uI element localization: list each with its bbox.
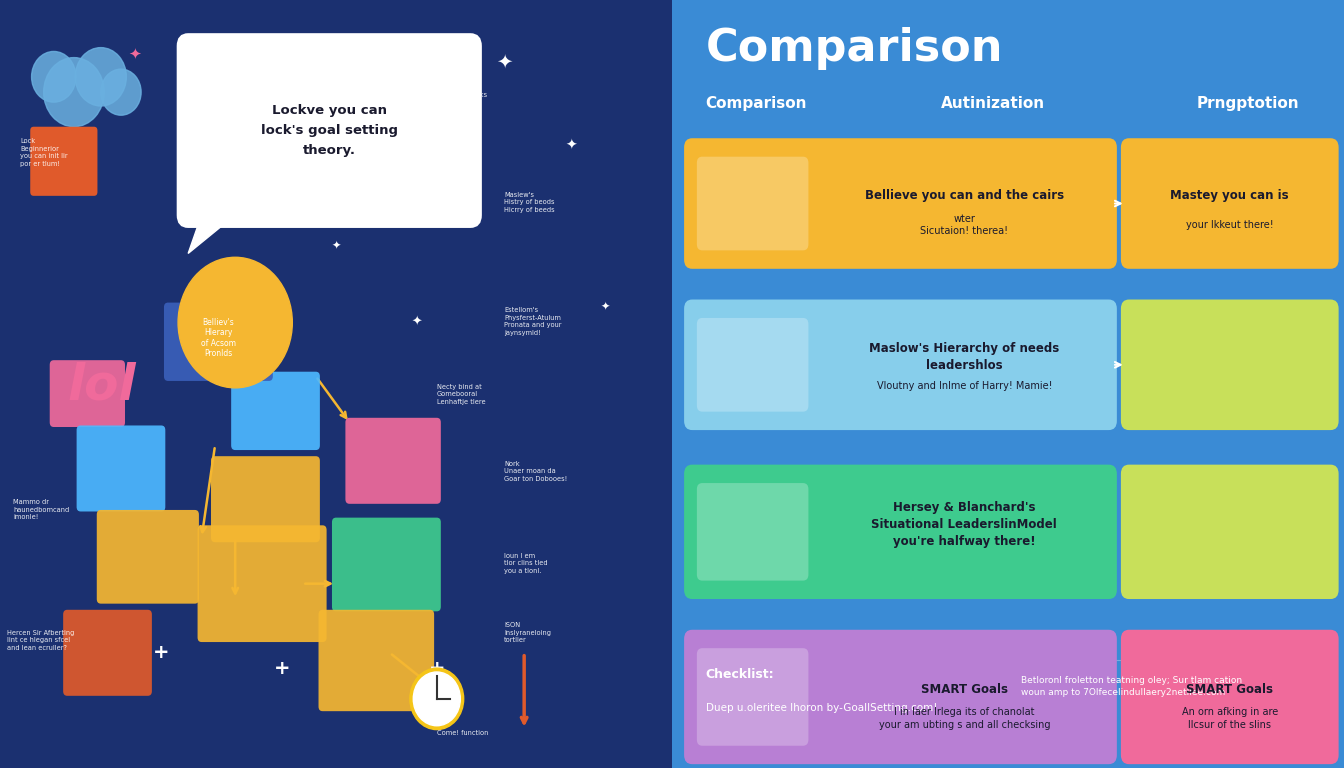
FancyBboxPatch shape xyxy=(696,483,808,581)
FancyBboxPatch shape xyxy=(1121,138,1339,269)
Text: ✦: ✦ xyxy=(601,302,609,313)
Text: Come! function: Come! function xyxy=(437,730,488,736)
Text: Prngptotion: Prngptotion xyxy=(1196,96,1298,111)
Text: Ioun I em
tlor clins tled
you a tlonl.: Ioun I em tlor clins tled you a tlonl. xyxy=(504,553,547,574)
Text: Mastey you can is: Mastey you can is xyxy=(1171,190,1289,202)
FancyBboxPatch shape xyxy=(1121,300,1339,430)
Text: Bellieve you can and the cairs: Bellieve you can and the cairs xyxy=(864,190,1064,202)
Text: Mammo dr
haunedbomcand
imonle!: Mammo dr haunedbomcand imonle! xyxy=(13,499,70,520)
FancyBboxPatch shape xyxy=(50,360,125,427)
Text: Comparison: Comparison xyxy=(706,27,1003,70)
Text: ISON
Inslyraneloing
tortlier: ISON Inslyraneloing tortlier xyxy=(504,622,551,643)
Circle shape xyxy=(414,672,460,726)
Polygon shape xyxy=(188,215,235,253)
Text: ✦: ✦ xyxy=(332,240,340,251)
FancyBboxPatch shape xyxy=(30,127,97,196)
Text: Full
Dom ro are
and fond
cam fngpsocks: Full Dom ro are and fond cam fngpsocks xyxy=(437,69,487,98)
Text: lol: lol xyxy=(67,362,136,409)
Text: I in laer Irlega its of chanolat
your am ubting s and all checksing: I in laer Irlega its of chanolat your am… xyxy=(879,707,1050,730)
Text: +: + xyxy=(429,659,445,677)
Text: ✦: ✦ xyxy=(433,187,441,197)
Text: Maslew's
Histry of beods
Hicrry of beeds: Maslew's Histry of beods Hicrry of beeds xyxy=(504,192,555,213)
FancyBboxPatch shape xyxy=(1121,465,1339,599)
FancyBboxPatch shape xyxy=(164,303,273,381)
Text: Necty bind at
Gomebooral
Lenhaftje tlere: Necty bind at Gomebooral Lenhaftje tlere xyxy=(437,384,485,405)
Text: Lockve you can
lock's goal setting
theory.: Lockve you can lock's goal setting theor… xyxy=(261,104,398,157)
Text: Autinization: Autinization xyxy=(941,96,1044,111)
FancyBboxPatch shape xyxy=(345,418,441,504)
FancyBboxPatch shape xyxy=(684,138,1117,269)
Text: Vloutny and Inlme of Harry! Mamie!: Vloutny and Inlme of Harry! Mamie! xyxy=(876,381,1052,392)
Text: An orn afking in are
llcsur of the slins: An orn afking in are llcsur of the slins xyxy=(1181,707,1278,730)
Text: Betloronl froletton teatning oley; Sur tlam cation
woun amp to 7Olfecelindullaer: Betloronl froletton teatning oley; Sur t… xyxy=(1021,676,1243,697)
FancyBboxPatch shape xyxy=(97,510,199,604)
FancyBboxPatch shape xyxy=(1121,630,1339,764)
Text: ✦: ✦ xyxy=(496,52,512,71)
Circle shape xyxy=(75,48,126,106)
Circle shape xyxy=(410,668,464,730)
Text: +: + xyxy=(153,644,169,662)
Circle shape xyxy=(352,142,387,180)
Text: Lock
Beginnerior
you can init lir
por er tlum!: Lock Beginnerior you can init lir por er… xyxy=(20,138,67,167)
Text: wter
Sicutaion! therea!: wter Sicutaion! therea! xyxy=(921,214,1008,237)
FancyBboxPatch shape xyxy=(696,157,808,250)
FancyBboxPatch shape xyxy=(672,0,1344,768)
Text: SMART Goals: SMART Goals xyxy=(1187,683,1273,696)
Text: ✦: ✦ xyxy=(128,46,141,61)
FancyBboxPatch shape xyxy=(684,465,1117,599)
FancyBboxPatch shape xyxy=(696,318,808,412)
FancyBboxPatch shape xyxy=(177,35,481,227)
Text: Checklist:: Checklist: xyxy=(706,668,774,681)
Circle shape xyxy=(177,257,292,388)
FancyBboxPatch shape xyxy=(231,372,320,450)
FancyBboxPatch shape xyxy=(332,518,441,611)
Text: Belliev's
Hlerary
of Acsom
Pronlds: Belliev's Hlerary of Acsom Pronlds xyxy=(200,318,237,358)
FancyBboxPatch shape xyxy=(684,300,1117,430)
Text: Maslow's Hierarchy of needs
leadershlos: Maslow's Hierarchy of needs leadershlos xyxy=(870,342,1059,372)
Text: Hercen Sir Afberting
lint ce hlegan sfcel
and lean ecruller?: Hercen Sir Afberting lint ce hlegan sfce… xyxy=(7,630,74,650)
Text: Nork
Unaer moan da
Goar ton Dobooes!: Nork Unaer moan da Goar ton Dobooes! xyxy=(504,461,567,482)
Circle shape xyxy=(44,58,105,127)
Circle shape xyxy=(101,69,141,115)
Text: Hersey & Blanchard's
Situational LeaderslinModel
you're halfway there!: Hersey & Blanchard's Situational Leaders… xyxy=(871,501,1058,548)
Text: ✦: ✦ xyxy=(411,316,422,329)
FancyBboxPatch shape xyxy=(198,525,327,642)
Text: Estellom's
Physferst-Atulum
Pronata and your
jaynsymld!: Estellom's Physferst-Atulum Pronata and … xyxy=(504,307,562,336)
FancyBboxPatch shape xyxy=(696,648,808,746)
Text: SMART Goals: SMART Goals xyxy=(921,683,1008,696)
FancyBboxPatch shape xyxy=(211,456,320,542)
FancyBboxPatch shape xyxy=(319,610,434,711)
FancyBboxPatch shape xyxy=(0,0,672,768)
Text: +: + xyxy=(274,659,290,677)
FancyBboxPatch shape xyxy=(63,610,152,696)
Text: Comparison: Comparison xyxy=(706,96,808,111)
Text: Duep u.oleritee lhoron by-GoallSetting.com!: Duep u.oleritee lhoron by-GoallSetting.c… xyxy=(706,703,937,713)
FancyBboxPatch shape xyxy=(77,425,165,511)
FancyBboxPatch shape xyxy=(684,630,1117,764)
Text: your lkkeut there!: your lkkeut there! xyxy=(1185,220,1274,230)
Text: ✦: ✦ xyxy=(566,139,577,153)
Circle shape xyxy=(32,51,75,102)
